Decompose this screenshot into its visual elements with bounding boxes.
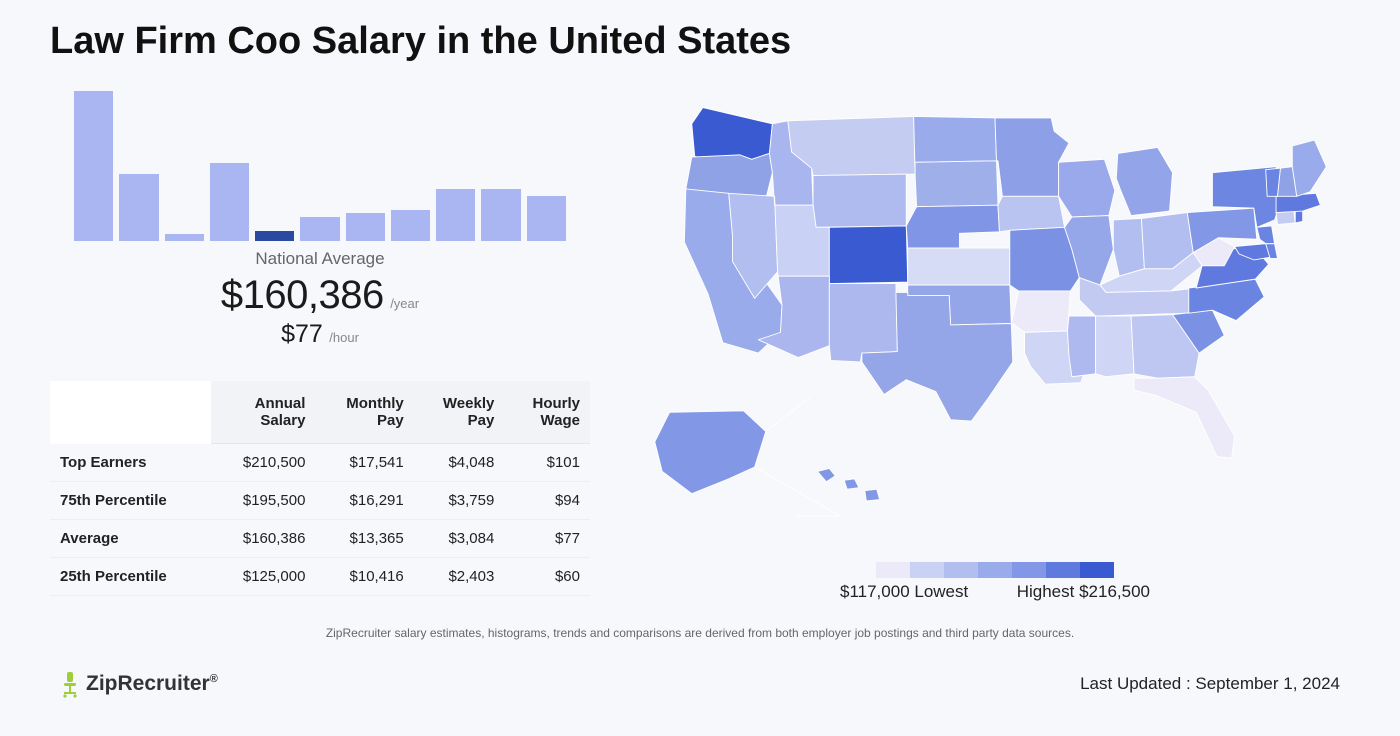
table-cell: $77 — [504, 520, 590, 558]
legend-swatch — [978, 562, 1012, 578]
us-salary-map: $117,000 Lowest Highest $216,500 — [640, 91, 1350, 602]
table-cell: $195,500 — [211, 482, 316, 520]
state-WI — [1059, 159, 1115, 217]
table-row: 75th Percentile$195,500$16,291$3,759$94 — [50, 482, 590, 520]
histogram-bar — [436, 189, 475, 242]
table-row: Top Earners$210,500$17,541$4,048$101 — [50, 444, 590, 482]
legend-swatch — [910, 562, 944, 578]
state-CT — [1276, 211, 1295, 224]
state-KS — [908, 248, 1010, 285]
state-WA — [692, 108, 773, 163]
histogram-bar — [481, 189, 520, 242]
table-header: HourlyWage — [504, 381, 590, 444]
page-title: Law Firm Coo Salary in the United States — [50, 20, 1350, 63]
state-RI — [1295, 211, 1302, 223]
state-HI — [844, 479, 859, 489]
state-NE — [906, 205, 999, 248]
table-cell: Top Earners — [50, 444, 211, 482]
state-MI — [1116, 147, 1172, 215]
hourly-average-value: $77 — [281, 320, 323, 348]
histogram-bar — [391, 210, 430, 242]
legend-swatch — [1046, 562, 1080, 578]
histogram-bar — [74, 91, 113, 241]
state-NJ — [1257, 226, 1275, 244]
state-ME — [1292, 140, 1326, 196]
chair-icon — [60, 670, 80, 698]
histogram-caption: National Average — [74, 249, 566, 269]
table-cell: 75th Percentile — [50, 482, 211, 520]
table-row: 25th Percentile$125,000$10,416$2,403$60 — [50, 558, 590, 596]
table-cell: $16,291 — [315, 482, 413, 520]
hourly-suffix: /hour — [329, 330, 359, 345]
legend-swatch — [944, 562, 978, 578]
histogram-bar — [255, 231, 294, 241]
table-cell: Average — [50, 520, 211, 558]
state-WY — [813, 174, 906, 227]
histogram-bar — [300, 217, 339, 241]
map-legend: $117,000 Lowest Highest $216,500 — [640, 562, 1350, 602]
state-SD — [915, 161, 998, 207]
legend-swatch — [876, 562, 910, 578]
legend-swatch — [1080, 562, 1114, 578]
table-cell: $3,759 — [414, 482, 505, 520]
legend-lowest: $117,000 Lowest — [840, 582, 968, 602]
salary-histogram: National Average $160,386 /year $77 /hou… — [50, 91, 590, 349]
table-cell: $3,084 — [414, 520, 505, 558]
table-cell: $17,541 — [315, 444, 413, 482]
table-cell: $101 — [504, 444, 590, 482]
table-header — [50, 381, 211, 444]
state-CO — [829, 226, 907, 284]
table-cell: $2,403 — [414, 558, 505, 596]
table-cell: $13,365 — [315, 520, 413, 558]
brand-name: ZipRecruiter — [86, 672, 210, 695]
state-IN — [1113, 218, 1144, 276]
legend-highest: Highest $216,500 — [1017, 582, 1150, 602]
histogram-bar — [527, 196, 566, 241]
state-MS — [1067, 316, 1095, 377]
state-HI — [818, 468, 836, 481]
histogram-bar — [346, 213, 385, 242]
disclaimer-text: ZipRecruiter salary estimates, histogram… — [50, 626, 1350, 640]
histogram-bar — [165, 234, 204, 242]
table-cell: 25th Percentile — [50, 558, 211, 596]
table-cell: $4,048 — [414, 444, 505, 482]
table-cell: $60 — [504, 558, 590, 596]
table-cell: $125,000 — [211, 558, 316, 596]
table-header: WeeklyPay — [414, 381, 505, 444]
annual-average-value: $160,386 — [221, 273, 384, 317]
table-row: Average$160,386$13,365$3,084$77 — [50, 520, 590, 558]
table-header: MonthlyPay — [315, 381, 413, 444]
state-AK — [655, 411, 766, 494]
state-IA — [998, 196, 1065, 232]
state-NM — [829, 284, 897, 362]
salary-breakdown-table: AnnualSalaryMonthlyPayWeeklyPayHourlyWag… — [50, 381, 590, 596]
state-MN — [995, 118, 1069, 196]
table-cell: $210,500 — [211, 444, 316, 482]
table-cell: $94 — [504, 482, 590, 520]
state-HI — [865, 489, 880, 501]
table-header: AnnualSalary — [211, 381, 316, 444]
annual-suffix: /year — [390, 296, 419, 311]
state-FL — [1134, 377, 1235, 458]
state-AR — [1011, 291, 1070, 332]
table-cell: $10,416 — [315, 558, 413, 596]
legend-swatch — [1012, 562, 1046, 578]
histogram-bar — [210, 163, 249, 241]
table-cell: $160,386 — [211, 520, 316, 558]
last-updated: Last Updated : September 1, 2024 — [1080, 674, 1340, 694]
brand-logo: ZipRecruiter® — [60, 670, 218, 698]
state-AL — [1096, 316, 1134, 377]
histogram-bar — [119, 174, 158, 242]
